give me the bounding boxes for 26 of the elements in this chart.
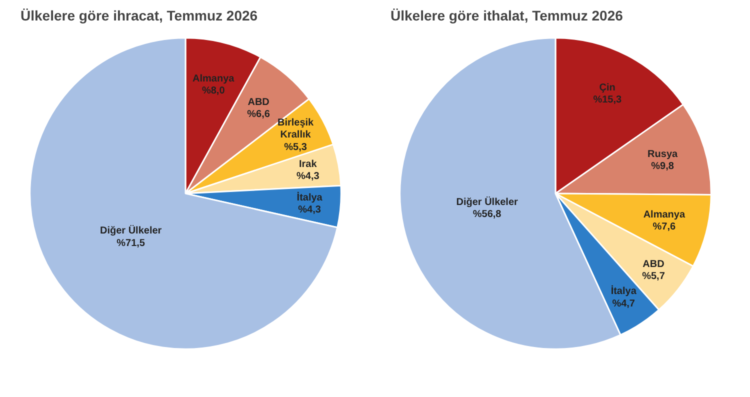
data-label: %4,7 [612,298,636,310]
slice-label: İtalya [296,192,323,204]
slice-label: Almanya [643,209,686,220]
slice-label: Birleşik Krallık [277,118,314,141]
slice-label: Almanya [192,73,235,84]
slice-label: ABD [248,96,270,108]
data-label: %15,3 [593,94,622,106]
data-label: %4,3 [298,204,322,216]
chart-title: Ülkelere göre ihracat, Temmuz 2026 [20,8,258,24]
slice-label: ABD [642,258,664,270]
data-label: %71,5 [116,238,146,249]
slice-label: Irak [299,159,318,170]
data-label: %4,3 [296,171,320,182]
data-label: %5,7 [642,270,666,282]
chart-title: Ülkelere göre ithalat, Temmuz 2026 [390,8,624,24]
slice-label: Diğer Ülkeler [456,196,518,208]
slice-label: Çin [599,82,616,94]
data-label: %5,3 [284,142,308,153]
data-label: %8,0 [202,85,226,96]
data-label: %6,6 [247,109,270,120]
data-label: %9,8 [651,160,674,172]
slice-label: Diğer Ülkeler [100,224,162,237]
data-label: %7,6 [652,221,676,232]
slice-label: İtalya [610,285,637,298]
slice-label: Rusya [648,148,678,160]
data-label: %56,8 [472,209,502,220]
